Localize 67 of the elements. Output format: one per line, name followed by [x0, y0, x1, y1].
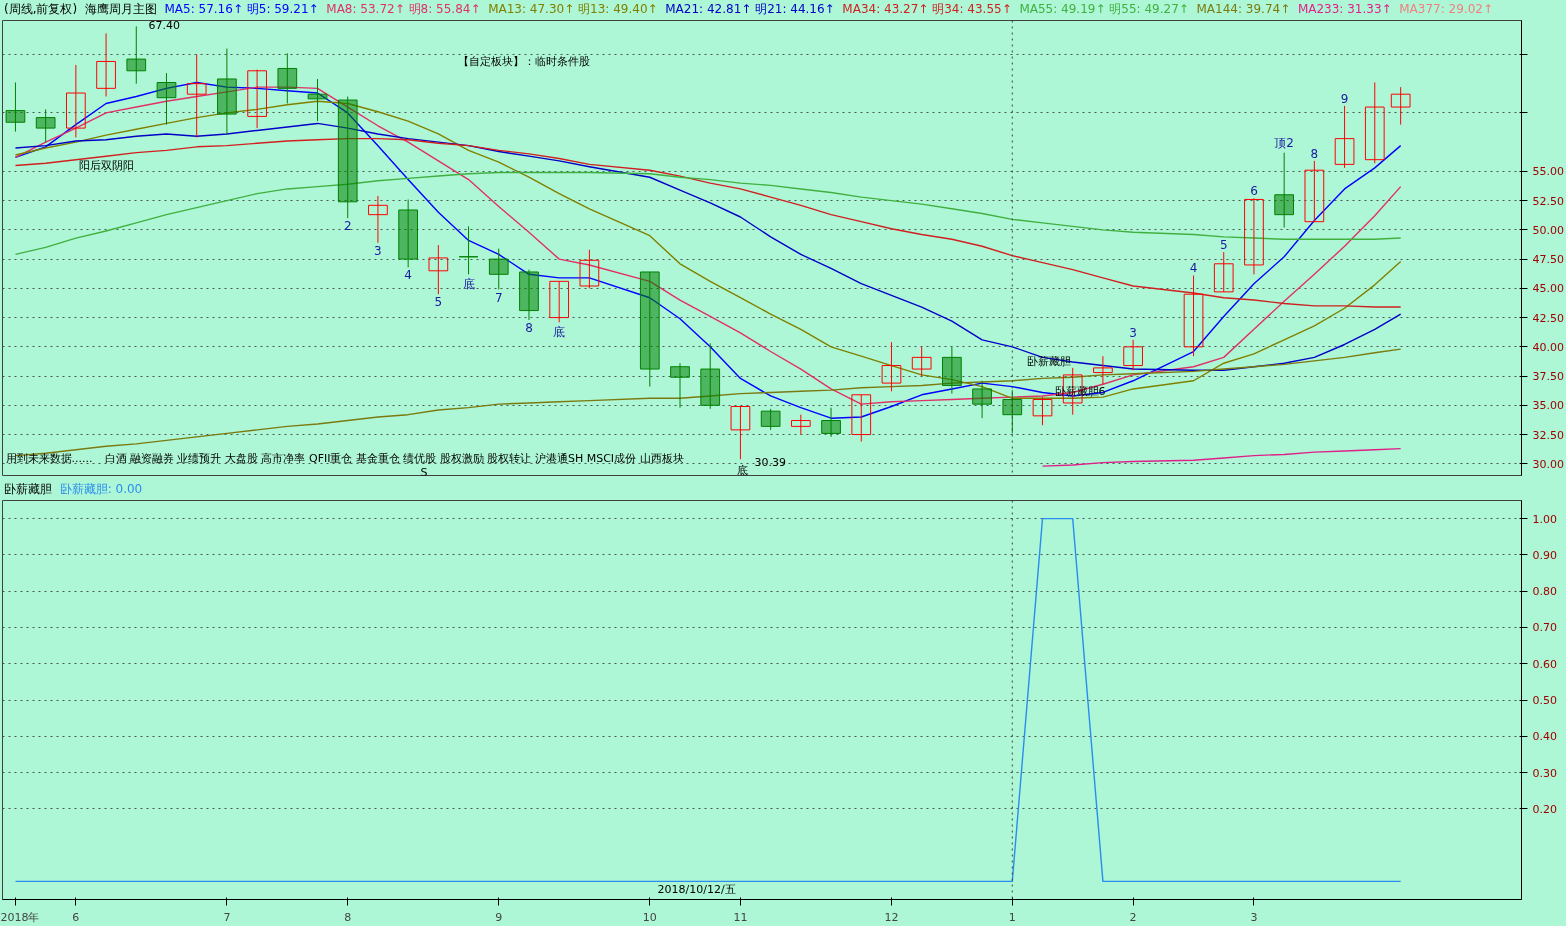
annotation: 5 [434, 295, 443, 310]
annotation: 5 [1219, 238, 1228, 253]
y-tick-label: 0.50 [1532, 694, 1557, 707]
y-tick-label: 42.50 [1532, 311, 1564, 325]
annotation: 8 [1310, 146, 1319, 161]
annotation: 底 [553, 325, 566, 340]
y-tick-label: 30.00 [1532, 457, 1564, 471]
annotation: 底 [462, 277, 475, 292]
y-tick-label: 45.00 [1532, 282, 1564, 296]
text: MA13: 47.30↑ 明13: 49.40↑ [488, 2, 658, 16]
annotation: 2018/10/12/五 [657, 883, 736, 896]
x-tick-label: 11 [733, 910, 748, 924]
annotation: 白酒 融资融券 业绩预升 大盘股 高市净率 QFII重仓 基金重仓 绩优股 股权激励 股权转让 沪港通SH MSCI成份 山西板块 [104, 452, 684, 465]
text: MA8: 53.72↑ 明8: 55.84↑ [326, 2, 481, 16]
annotation: 4 [1189, 261, 1198, 276]
legend-label: MA377: 29.02↑ [1399, 2, 1493, 16]
x-tick-label: 2 [1129, 910, 1137, 924]
text: MA21: 42.81↑ 明21: 44.16↑ [665, 2, 835, 16]
y-tick-label: 0.90 [1532, 548, 1557, 562]
x-tick-label: 9 [495, 910, 503, 924]
annotation: 30.39 [754, 455, 786, 469]
y-tick-label: 1.00 [1532, 512, 1557, 526]
annotation: 2 [343, 219, 352, 234]
y-tick-label: 0.30 [1532, 766, 1557, 780]
y-tick-label: 0.80 [1532, 585, 1557, 599]
annotation: 底 [736, 464, 748, 477]
annotation: 阳后双阴阳 [78, 159, 134, 172]
y-tick-label: 0.70 [1532, 621, 1557, 635]
annotation: 用到未来数据...... [5, 452, 93, 465]
annotation: 67.40 [148, 18, 180, 32]
annotation: 9 [1340, 91, 1349, 106]
annotation: 8 [525, 320, 533, 335]
x-tick-label: 10 [642, 910, 657, 924]
y-tick-label: 32.50 [1532, 428, 1564, 442]
text: MA233: 31.33↑ [1297, 2, 1392, 16]
text: MA144: 39.74↑ [1196, 2, 1291, 16]
x-tick-label: 6 [72, 910, 80, 924]
annotation: 3 [374, 243, 382, 258]
y-tick-label: 52.50 [1532, 194, 1564, 208]
x-tick-label: 2018年 [0, 910, 40, 924]
x-tick-label: 7 [223, 910, 231, 924]
x-tick-label: 12 [884, 910, 899, 924]
annotation: 【自定板块】：临时条件股 [457, 55, 590, 68]
text: MA34: 43.27↑ 明34: 43.55↑ [842, 2, 1012, 16]
y-tick-label: 55.00 [1532, 165, 1564, 179]
y-tick-label: 40.00 [1532, 340, 1564, 354]
y-tick-label: 50.00 [1532, 223, 1564, 237]
text: 卧薪藏胆: 0.00 [59, 482, 143, 496]
y-tick-label: 0.20 [1532, 802, 1557, 816]
annotation: 4 [404, 268, 412, 283]
text: MA5: 57.16↑ 明5: 59.21↑ [164, 2, 319, 16]
y-tick-label: 37.50 [1532, 370, 1564, 384]
annotation: 6 [1250, 184, 1258, 199]
y-tick-label: 47.50 [1532, 253, 1564, 267]
chart-title: (周线,前复权) [4, 2, 78, 16]
annotation: 7 [494, 290, 503, 305]
text: MA55: 49.19↑ 明55: 49.27↑ [1019, 2, 1189, 16]
chart-title: 卧薪藏胆 [4, 482, 52, 496]
chart-subtitle: 海鹰周月主图 [84, 2, 157, 16]
annotation: 顶2 [1274, 135, 1294, 150]
y-tick-label: 0.60 [1532, 657, 1557, 671]
x-tick-label: 3 [1250, 910, 1258, 924]
y-tick-label: 0.40 [1532, 730, 1557, 744]
annotation: 3 [1129, 325, 1137, 340]
x-tick-label: 8 [344, 910, 352, 924]
y-tick-label: 35.00 [1532, 399, 1564, 413]
x-tick-label: 1 [1008, 910, 1016, 924]
